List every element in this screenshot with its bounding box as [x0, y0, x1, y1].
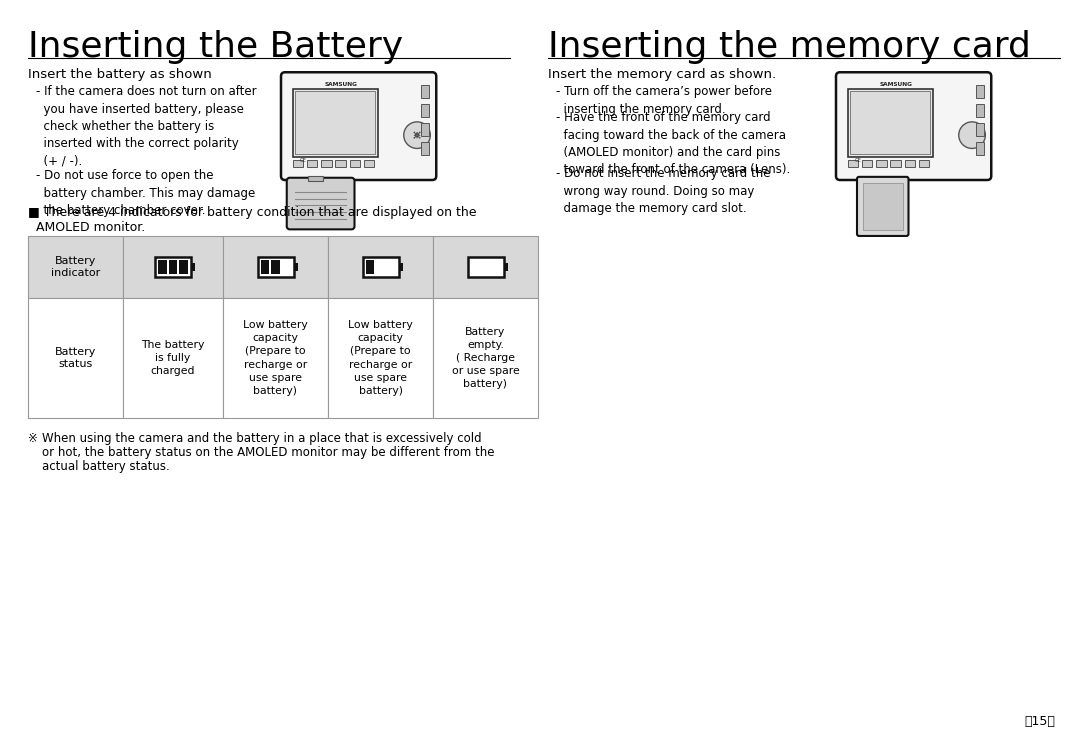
FancyBboxPatch shape: [836, 72, 991, 180]
Text: ■ There are 4 indicators for battery condition that are displayed on the: ■ There are 4 indicators for battery con…: [28, 206, 476, 219]
Bar: [336, 160, 346, 166]
Text: - Turn off the camera’s power before
  inserting the memory card.: - Turn off the camera’s power before ins…: [556, 85, 772, 116]
Bar: [293, 89, 378, 157]
Bar: [848, 89, 933, 157]
Text: SAMSUNG: SAMSUNG: [324, 82, 357, 87]
Bar: [321, 160, 332, 166]
Text: - Do not use force to open the
  battery chamber. This may damage
  the battery : - Do not use force to open the battery c…: [36, 169, 255, 217]
Bar: [293, 160, 303, 166]
Text: SAMSUNG: SAMSUNG: [879, 82, 913, 87]
Bar: [399, 263, 403, 271]
Bar: [222, 298, 328, 418]
Bar: [365, 260, 374, 274]
Bar: [191, 263, 195, 271]
Bar: [421, 85, 430, 98]
Text: Battery
indicator: Battery indicator: [51, 256, 100, 278]
Bar: [123, 298, 222, 418]
Bar: [158, 260, 166, 274]
Bar: [282, 260, 291, 274]
Bar: [28, 298, 123, 418]
Bar: [168, 260, 177, 274]
Bar: [307, 160, 318, 166]
Bar: [421, 123, 430, 136]
Text: or hot, the battery status on the AMOLED monitor may be different from the: or hot, the battery status on the AMOLED…: [42, 446, 495, 459]
Bar: [363, 257, 399, 277]
Bar: [387, 260, 395, 274]
Bar: [260, 260, 269, 274]
Text: Insert the battery as shown: Insert the battery as shown: [28, 68, 212, 81]
Text: - Do not insert the memory card the
  wrong way round. Doing so may
  damage the: - Do not insert the memory card the wron…: [556, 167, 770, 215]
Text: AMOLED monitor.: AMOLED monitor.: [28, 221, 145, 234]
FancyBboxPatch shape: [858, 177, 908, 236]
Bar: [876, 160, 887, 166]
Text: actual battery status.: actual battery status.: [42, 460, 170, 473]
Bar: [257, 257, 294, 277]
Bar: [421, 104, 430, 117]
Bar: [433, 298, 538, 418]
Bar: [28, 236, 123, 298]
Bar: [271, 260, 280, 274]
Bar: [471, 260, 480, 274]
Bar: [296, 92, 375, 154]
Text: Inserting the memory card: Inserting the memory card: [548, 30, 1031, 64]
Bar: [850, 92, 930, 154]
Bar: [421, 142, 430, 155]
FancyBboxPatch shape: [287, 178, 354, 229]
Bar: [976, 85, 984, 98]
Bar: [482, 260, 490, 274]
Bar: [976, 104, 984, 117]
Bar: [863, 183, 903, 231]
Bar: [905, 160, 915, 166]
Bar: [328, 298, 433, 418]
Text: Battery
status: Battery status: [55, 347, 96, 369]
Bar: [976, 142, 984, 155]
Text: CE: CE: [300, 157, 307, 163]
Text: - Have the front of the memory card
  facing toward the back of the camera
  (AM: - Have the front of the memory card faci…: [556, 111, 791, 177]
Bar: [350, 160, 360, 166]
Text: 《15》: 《15》: [1024, 715, 1055, 728]
Bar: [328, 236, 433, 298]
Text: When using the camera and the battery in a place that is excessively cold: When using the camera and the battery in…: [42, 432, 482, 445]
Bar: [294, 263, 297, 271]
Bar: [308, 176, 323, 181]
Bar: [919, 160, 929, 166]
Bar: [890, 160, 901, 166]
Bar: [222, 236, 328, 298]
Bar: [123, 236, 222, 298]
Circle shape: [404, 122, 430, 148]
Circle shape: [959, 122, 985, 148]
Bar: [503, 263, 508, 271]
Text: Low battery
capacity
(Prepare to
recharge or
use spare
battery): Low battery capacity (Prepare to recharg…: [348, 320, 413, 396]
Text: - If the camera does not turn on after
  you have inserted battery, please
  che: - If the camera does not turn on after y…: [36, 85, 257, 168]
Text: ※: ※: [28, 432, 38, 445]
Text: Insert the memory card as shown.: Insert the memory card as shown.: [548, 68, 777, 81]
Bar: [468, 257, 503, 277]
Bar: [491, 260, 500, 274]
Bar: [156, 257, 191, 277]
Bar: [848, 160, 858, 166]
Bar: [179, 260, 188, 274]
Bar: [433, 236, 538, 298]
Bar: [862, 160, 873, 166]
Text: CE: CE: [855, 157, 862, 163]
Text: Inserting the Battery: Inserting the Battery: [28, 30, 403, 64]
FancyBboxPatch shape: [281, 72, 436, 180]
Text: Battery
empty.
( Recharge
or use spare
battery): Battery empty. ( Recharge or use spare b…: [451, 327, 519, 389]
Bar: [364, 160, 375, 166]
Text: Low battery
capacity
(Prepare to
recharge or
use spare
battery): Low battery capacity (Prepare to recharg…: [243, 320, 308, 396]
Bar: [376, 260, 384, 274]
Bar: [976, 123, 984, 136]
Text: The battery
is fully
charged: The battery is fully charged: [141, 339, 205, 376]
